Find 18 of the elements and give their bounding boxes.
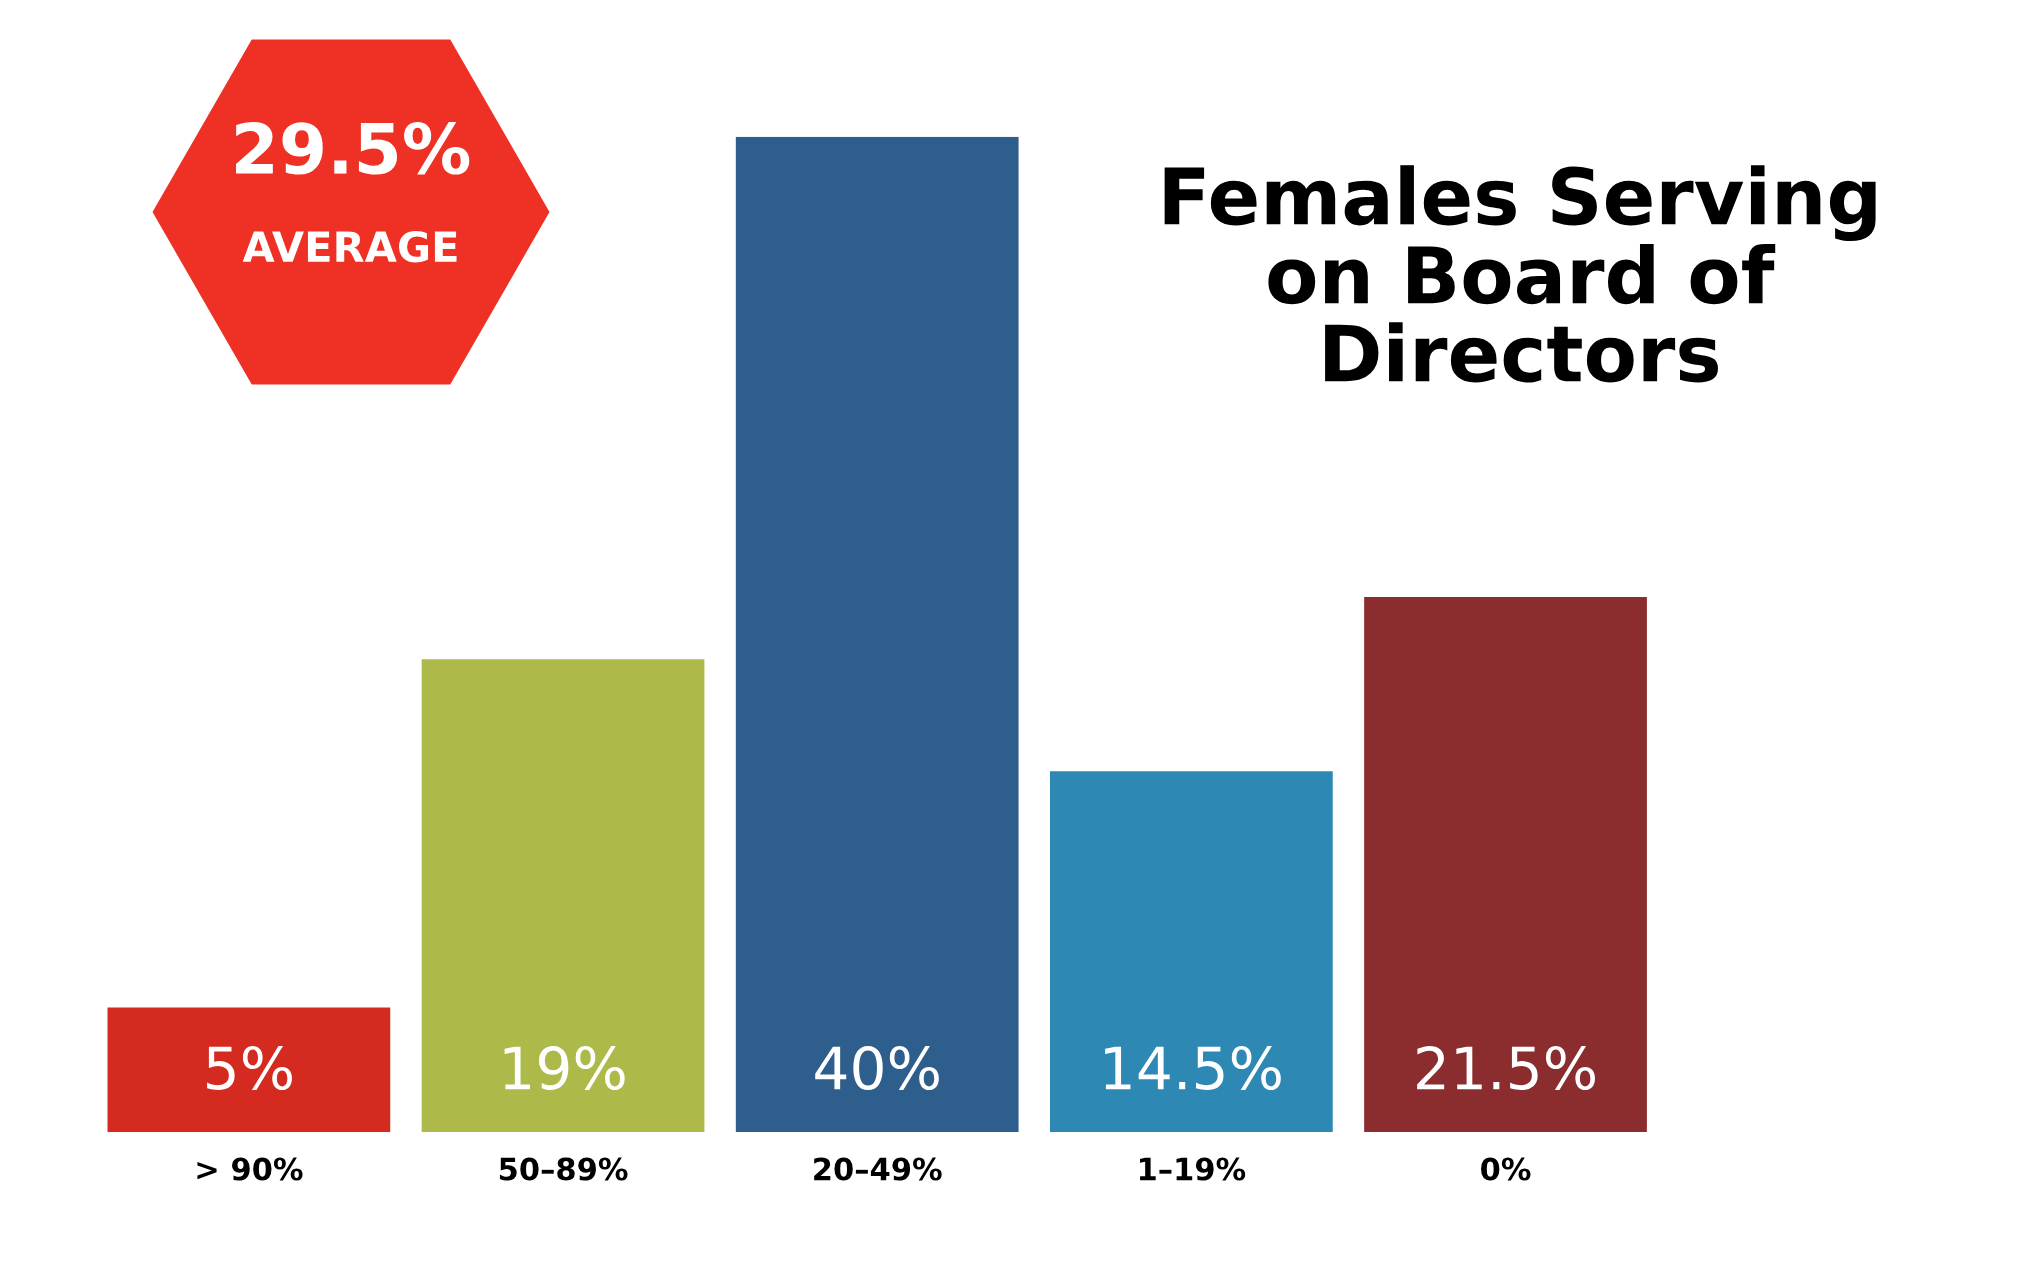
data-label: 21.5% (1417, 1045, 1595, 1091)
bar (735, 136, 1019, 1132)
bar (107, 1007, 391, 1132)
data-label: 5% (207, 1045, 292, 1091)
text: Females Serving on Board of Directors (1164, 165, 1876, 383)
x-tick-label: 0% (1481, 1157, 1531, 1181)
x-tick-label: > 90% (197, 1157, 303, 1181)
annotation: AVERAGE (242, 230, 457, 263)
data-label: 40% (815, 1045, 939, 1091)
data-label: 14.5% (1105, 1045, 1281, 1091)
bar (421, 659, 705, 1132)
bar (1364, 597, 1647, 1132)
x-tick-label: 1–19% (1139, 1157, 1246, 1181)
x-tick-label: 20–49% (814, 1157, 942, 1181)
annotation: 29.5% (236, 122, 470, 175)
x-tick-label: 50–89% (499, 1157, 628, 1181)
bar (1049, 771, 1333, 1132)
data-label: 19% (504, 1045, 625, 1091)
